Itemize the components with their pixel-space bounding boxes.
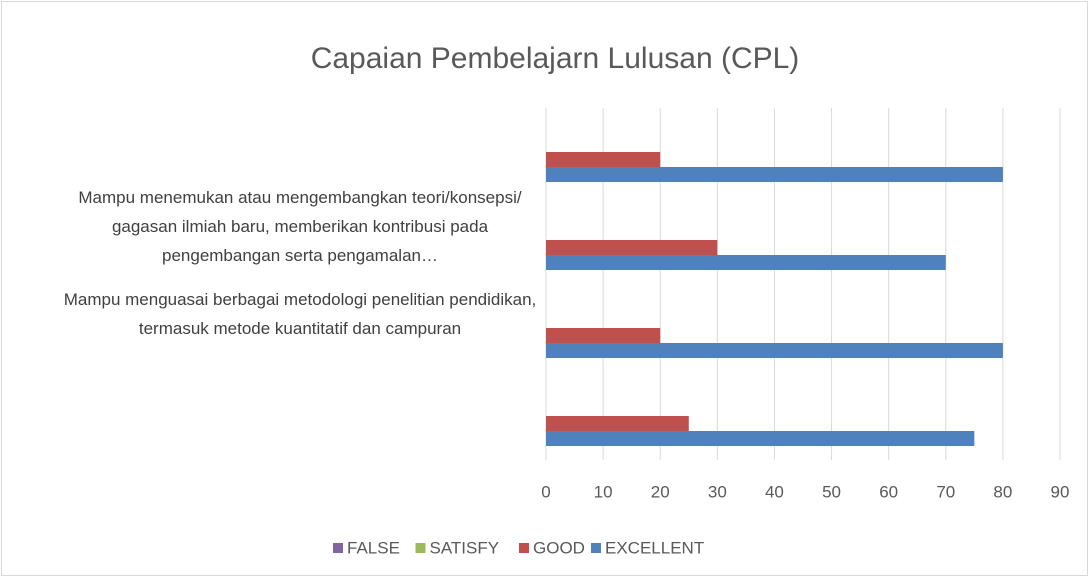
bar [546,328,661,343]
legend-swatch [333,543,343,553]
legend-label: GOOD [533,538,585,557]
x-tick-label: 80 [993,482,1012,501]
x-tick-label: 10 [594,482,613,501]
x-tick-label: 90 [1051,482,1070,501]
bar [546,255,946,270]
bar [546,416,689,431]
x-tick-label: 40 [765,482,784,501]
bar [546,152,661,167]
bar [546,343,1003,358]
x-tick-label: 30 [708,482,727,501]
x-tick-label: 70 [936,482,955,501]
bar [546,431,975,446]
chart-title: Capaian Pembelajarn Lulusan (CPL) [311,42,800,75]
legend-label: EXCELLENT [605,538,704,557]
y-tick-label: Mampu menemukan atau mengembangkan teori… [78,187,522,265]
legend-label: FALSE [347,538,400,557]
x-tick-label: 20 [651,482,670,501]
bar [546,167,1003,182]
legend-swatch [415,543,426,553]
x-tick-label: 0 [541,482,550,501]
legend-swatch [519,543,529,553]
y-tick-label: Mampu menguasai berbagai metodologi pene… [63,290,537,338]
x-tick-label: 60 [879,482,898,501]
legend-swatch [591,543,601,553]
bar [546,240,718,255]
x-tick-label: 50 [822,482,841,501]
legend-label: SATISFY [430,538,500,557]
